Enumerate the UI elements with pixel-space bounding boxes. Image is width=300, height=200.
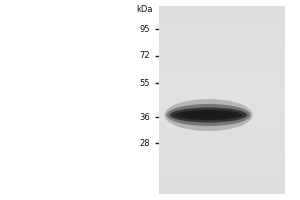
Ellipse shape	[170, 108, 247, 122]
Text: 95: 95	[140, 24, 150, 33]
Ellipse shape	[181, 112, 236, 118]
Text: 72: 72	[140, 51, 150, 60]
Ellipse shape	[175, 110, 242, 120]
Ellipse shape	[167, 104, 250, 126]
Text: 55: 55	[140, 78, 150, 88]
Ellipse shape	[164, 99, 253, 131]
Text: 28: 28	[140, 138, 150, 148]
Text: kDa: kDa	[136, 4, 153, 14]
Text: 36: 36	[139, 112, 150, 121]
